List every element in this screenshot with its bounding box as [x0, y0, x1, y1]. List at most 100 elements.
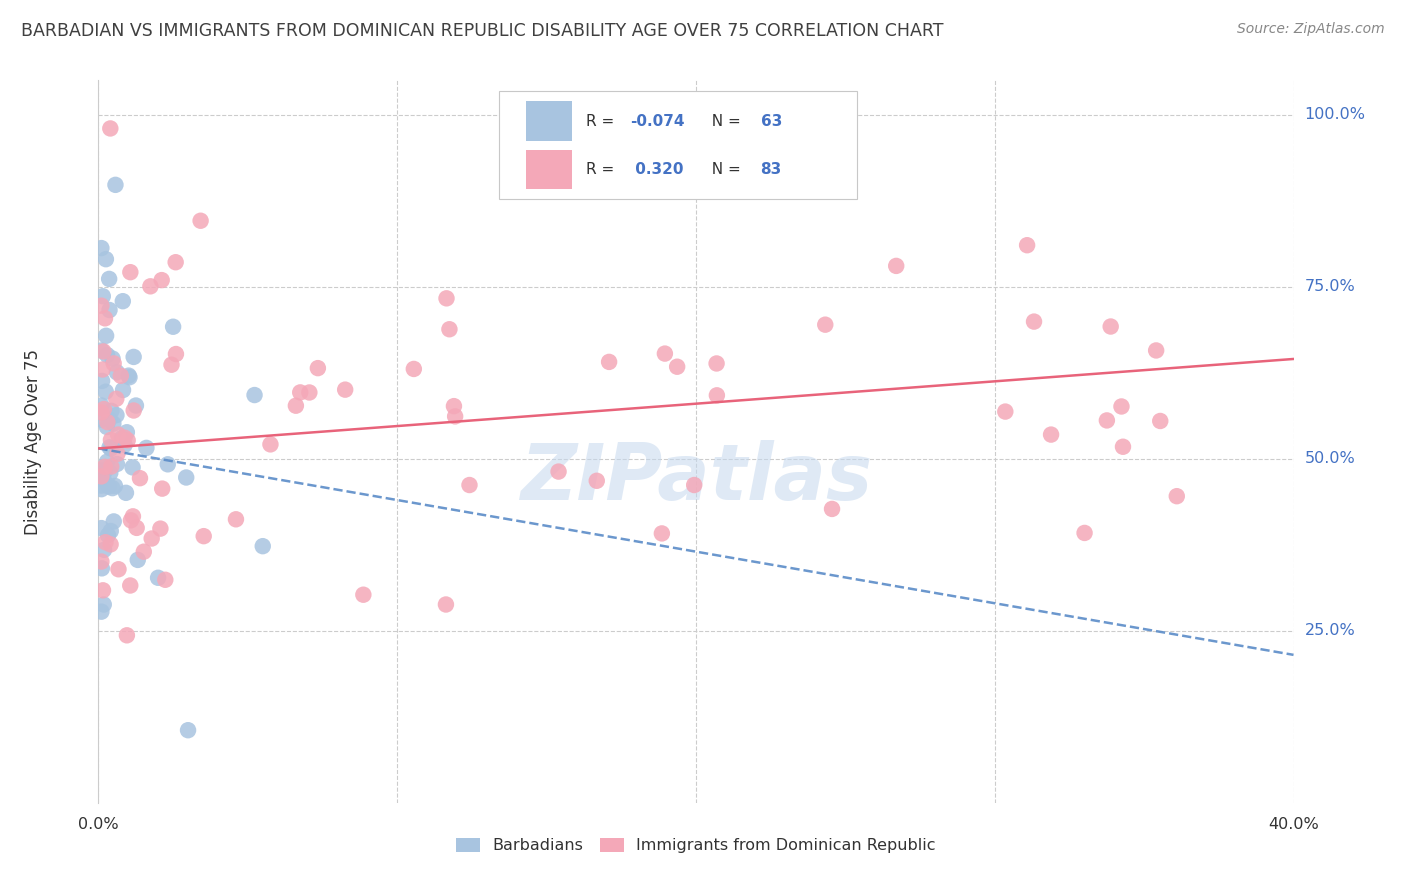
Point	[150, 482, 173, 496]
Point	[122, 403, 145, 417]
Point	[104, 178, 127, 192]
Point	[107, 562, 129, 576]
Point	[105, 408, 128, 422]
Text: 83: 83	[761, 162, 782, 178]
Point	[284, 399, 307, 413]
Point	[103, 515, 125, 529]
Point	[335, 383, 357, 397]
Point	[110, 368, 132, 383]
Point	[162, 319, 184, 334]
Text: ZIPatlas: ZIPatlas	[520, 440, 872, 516]
Point	[105, 457, 128, 471]
Point	[94, 384, 117, 399]
Point	[115, 628, 138, 642]
Point	[252, 539, 274, 553]
Point	[90, 472, 112, 486]
FancyBboxPatch shape	[526, 150, 572, 189]
Point	[547, 465, 569, 479]
Point	[135, 441, 157, 455]
Point	[103, 356, 125, 370]
Text: -0.074: -0.074	[630, 113, 685, 128]
Point	[90, 605, 112, 619]
Point	[98, 272, 121, 286]
Point	[298, 385, 321, 400]
Point	[122, 350, 145, 364]
Point	[98, 412, 121, 426]
Point	[93, 542, 115, 557]
Point	[651, 526, 673, 541]
Point	[105, 392, 128, 406]
Point	[97, 479, 120, 493]
Point	[155, 573, 177, 587]
Point	[96, 455, 118, 469]
Text: 0.0%: 0.0%	[79, 817, 118, 831]
Point	[444, 409, 467, 424]
Point	[118, 370, 141, 384]
Point	[111, 383, 134, 397]
Point	[91, 289, 114, 303]
Point	[190, 213, 212, 227]
Point	[683, 478, 706, 492]
Point	[443, 399, 465, 413]
Point	[90, 241, 112, 255]
Point	[91, 374, 114, 388]
Point	[94, 311, 117, 326]
Text: 100.0%: 100.0%	[1305, 107, 1365, 122]
Point	[96, 415, 118, 429]
Point	[666, 359, 689, 374]
Point	[114, 438, 136, 452]
Point	[90, 555, 112, 569]
Point	[598, 355, 620, 369]
Text: N =: N =	[702, 113, 745, 128]
Point	[90, 399, 112, 413]
Point	[1112, 440, 1135, 454]
Point	[111, 294, 134, 309]
Point	[402, 362, 425, 376]
Point	[105, 365, 128, 379]
Point	[118, 368, 141, 383]
Point	[122, 509, 145, 524]
Point	[101, 481, 124, 495]
Point	[706, 388, 728, 402]
Point	[107, 427, 129, 442]
Point	[439, 322, 461, 336]
Point	[1022, 315, 1045, 329]
Point	[111, 431, 134, 445]
Point	[1040, 427, 1063, 442]
Point	[93, 598, 115, 612]
Point	[290, 385, 312, 400]
Point	[90, 561, 112, 575]
Point	[90, 521, 112, 535]
Point	[436, 291, 458, 305]
Point	[100, 524, 122, 538]
Point	[352, 588, 374, 602]
Text: R =: R =	[586, 113, 619, 128]
Point	[94, 459, 117, 474]
Point	[100, 459, 122, 474]
Point	[90, 405, 112, 419]
Point	[1095, 413, 1118, 427]
Point	[93, 344, 115, 359]
Text: Disability Age Over 75: Disability Age Over 75	[24, 349, 42, 534]
Point	[121, 460, 143, 475]
Point	[160, 358, 183, 372]
Point	[90, 463, 112, 477]
Point	[100, 404, 122, 418]
Point	[90, 343, 112, 358]
Point	[120, 513, 142, 527]
Point	[1099, 319, 1122, 334]
Point	[90, 299, 112, 313]
Point	[96, 348, 118, 362]
Point	[994, 404, 1017, 418]
Text: R =: R =	[586, 162, 619, 178]
Point	[101, 351, 124, 366]
Point	[103, 417, 125, 431]
Point	[177, 723, 200, 738]
Point	[94, 252, 117, 267]
Point	[1111, 400, 1133, 414]
Point	[90, 413, 112, 427]
Text: 40.0%: 40.0%	[1268, 817, 1319, 831]
Point	[125, 399, 148, 413]
Text: 63: 63	[761, 113, 782, 128]
Point	[100, 433, 122, 447]
